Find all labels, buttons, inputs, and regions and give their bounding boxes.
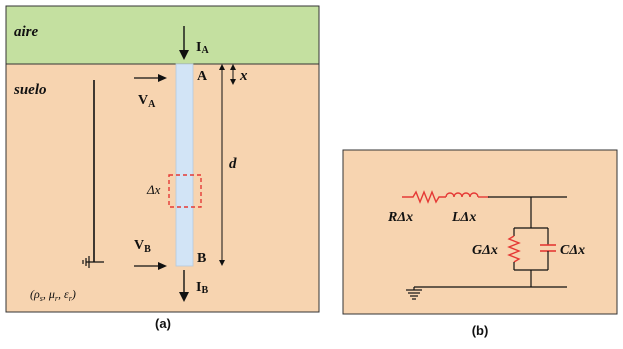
x-label: x (239, 68, 248, 84)
panel-b-caption: (b) (472, 323, 489, 338)
current-b-label: IB (196, 280, 208, 296)
soil-label: suelo (13, 82, 47, 98)
panel-a-caption: (a) (155, 316, 171, 331)
panel-b: RΔx LΔx GΔx CΔx (b) (342, 149, 618, 338)
x-dimension-arrowhead-top (230, 64, 236, 70)
current-a-arrowhead (179, 50, 189, 60)
d-label: d (229, 156, 237, 172)
dx-element-box (168, 174, 202, 208)
ground-icon-b (406, 287, 422, 300)
ground-icon-a (82, 256, 104, 268)
soil-parameters: (ρs, μr, εr) (30, 287, 76, 303)
capacitor-label: CΔx (560, 243, 585, 258)
dx-label: Δx (146, 182, 161, 197)
air-region (5, 5, 320, 65)
voltage-b-arrowhead (158, 262, 167, 270)
soil-region (5, 63, 320, 313)
d-dimension-arrowhead-bottom (219, 260, 225, 266)
resistor-label: RΔx (387, 210, 413, 225)
resistor-r (402, 190, 446, 204)
inductor-label: LΔx (451, 210, 476, 225)
air-label: aire (14, 24, 39, 40)
x-dimension-arrowhead-bottom (230, 79, 236, 85)
conductance-g (507, 235, 521, 263)
point-b-label: B (197, 251, 206, 266)
current-b-arrowhead (179, 292, 189, 302)
conductance-label: GΔx (472, 243, 498, 258)
electrode-rod (175, 63, 194, 267)
voltage-b-label: VB (134, 238, 151, 255)
circuit-background (342, 149, 618, 315)
voltage-a-arrowhead (158, 74, 167, 82)
current-a-label: IA (196, 40, 209, 56)
inductor-l (445, 192, 479, 198)
panel-a: aire suelo IA IB A B VA VB x d (5, 5, 320, 331)
voltage-a-label: VA (138, 93, 156, 110)
d-dimension-arrowhead-top (219, 64, 225, 70)
point-a-label: A (197, 69, 208, 84)
